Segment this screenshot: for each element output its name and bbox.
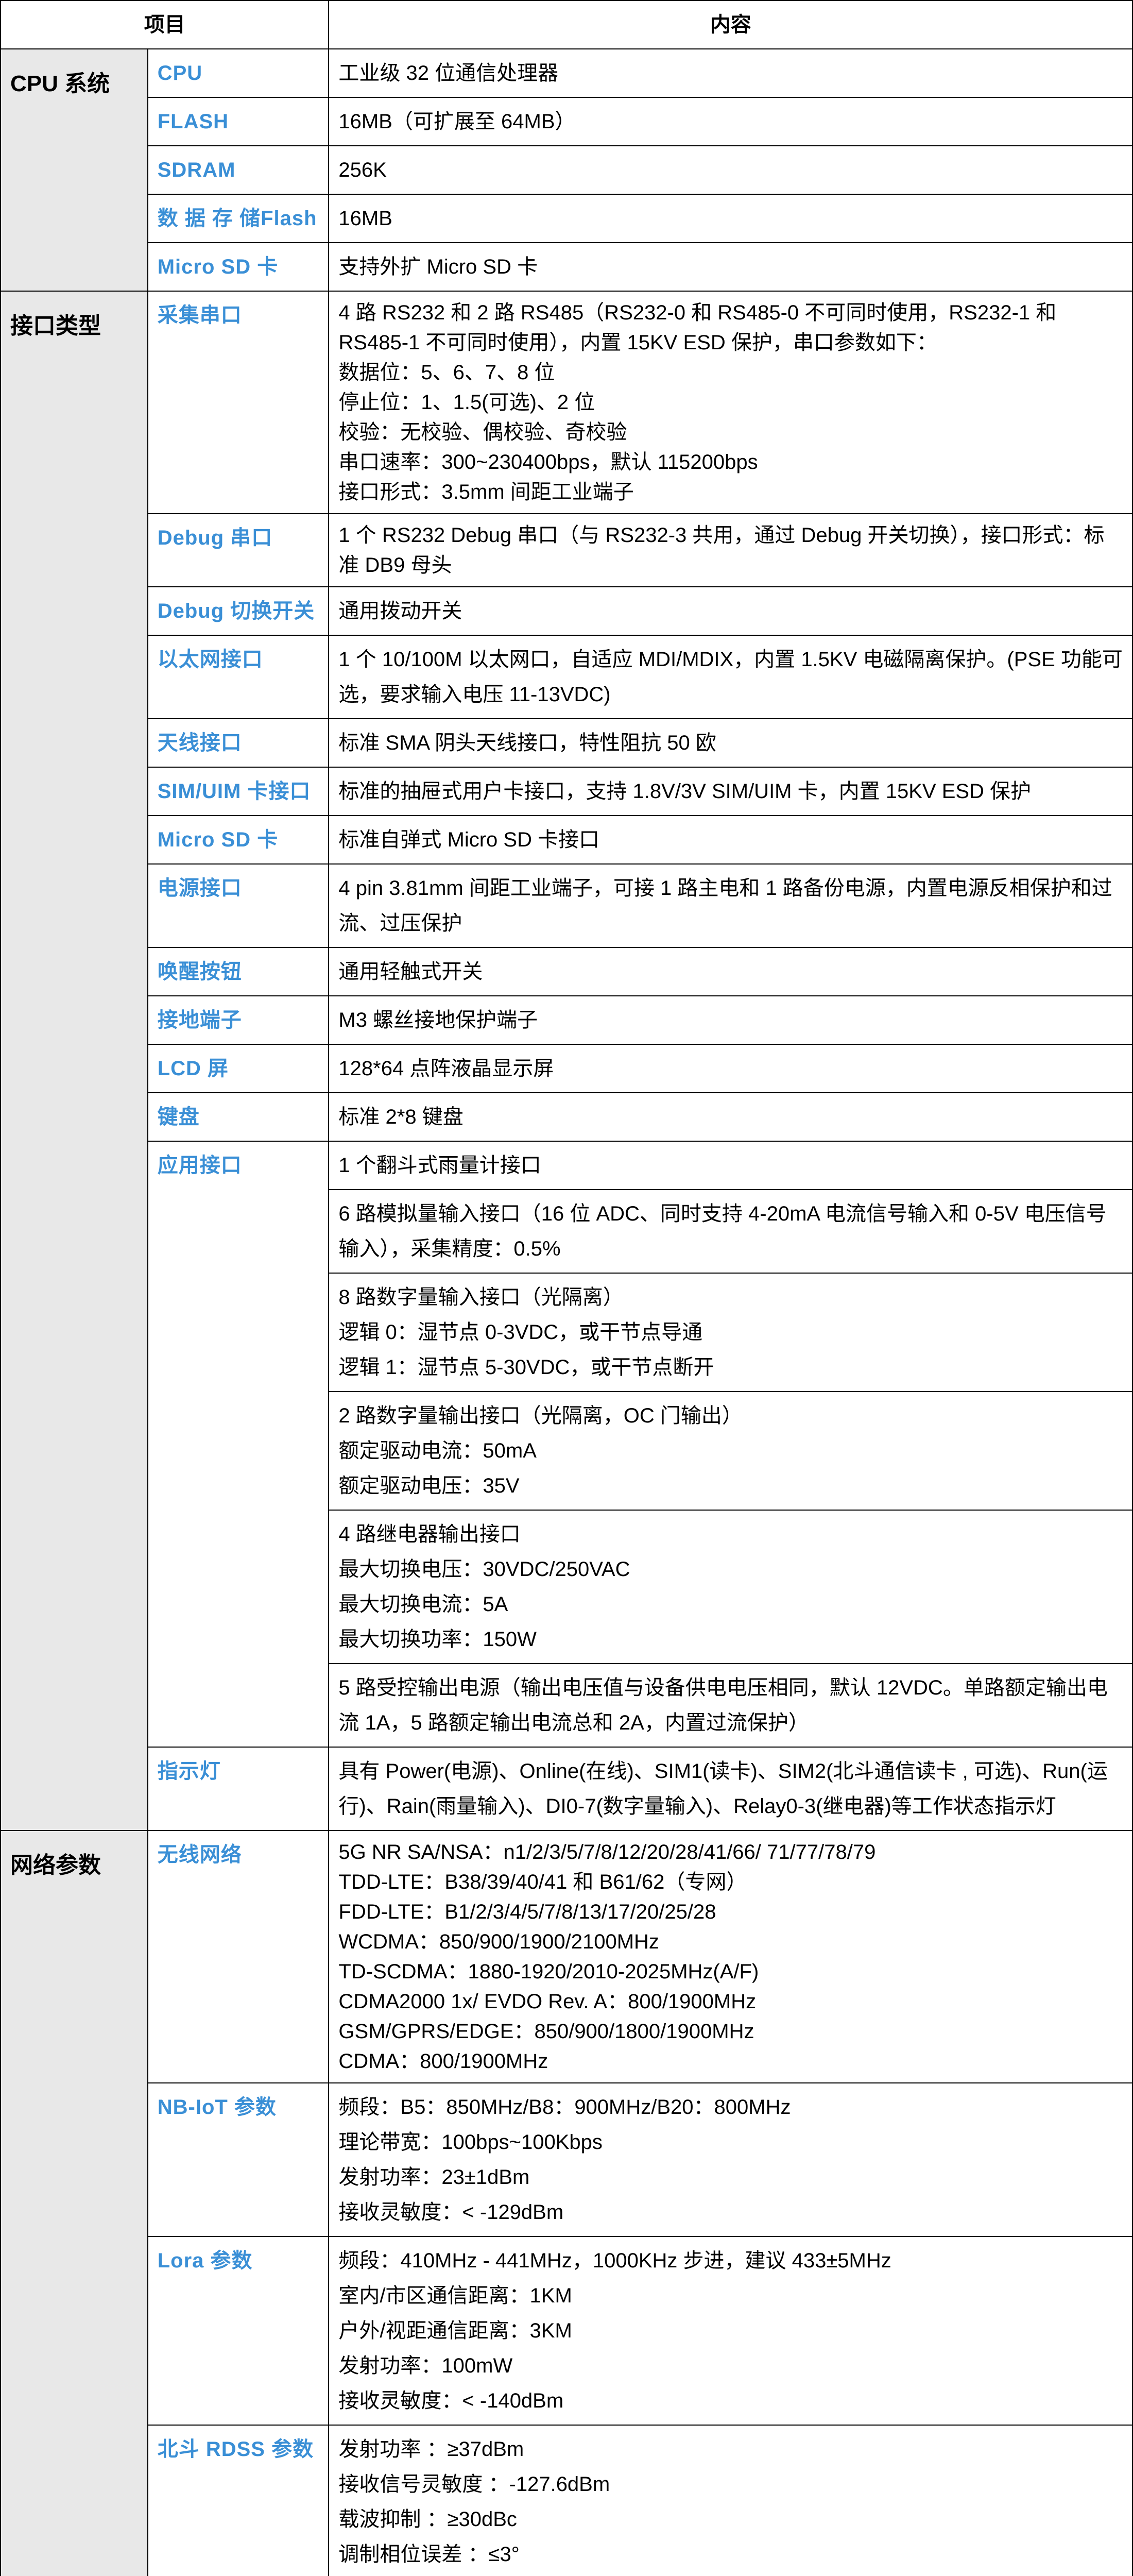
sub-cpu-3: 数 据 存 储Flash: [148, 194, 329, 243]
sub-cpu-0: CPU: [148, 49, 329, 97]
sub-nbiot: NB-IoT 参数: [148, 2083, 329, 2236]
val-ethernet: 1 个 10/100M 以太网口，自适应 MDI/MDIX，内置 1.5KV 电…: [329, 635, 1132, 719]
sub-sim: SIM/UIM 卡接口: [148, 767, 329, 816]
val-microsd: 标准自弹式 Micro SD 卡接口: [329, 816, 1132, 864]
sub-beidou: 北斗 RDSS 参数: [148, 2425, 329, 2576]
val-cpu-1: 16MB（可扩展至 64MB）: [329, 97, 1132, 146]
sub-ethernet: 以太网接口: [148, 635, 329, 719]
header-content: 内容: [329, 1, 1132, 49]
val-ground: M3 螺丝接地保护端子: [329, 996, 1132, 1044]
header-row: 项目 内容: [1, 1, 1132, 49]
val-cpu-2: 256K: [329, 146, 1132, 194]
sub-wake: 唤醒按钮: [148, 947, 329, 996]
val-cpu-3: 16MB: [329, 194, 1132, 243]
val-app-2: 6 路模拟量输入接口（16 位 ADC、同时支持 4-20mA 电流信号输入和 …: [329, 1190, 1132, 1273]
val-app-6: 5 路受控输出电源（输出电压值与设备供电电压相同，默认 12VDC。单路额定输出…: [329, 1664, 1132, 1747]
val-power-port: 4 pin 3.81mm 间距工业端子，可接 1 路主电和 1 路备份电源，内置…: [329, 864, 1132, 947]
val-app-5: 4 路继电器输出接口最大切换电压：30VDC/250VAC最大切换电流：5A最大…: [329, 1510, 1132, 1664]
val-debug-serial: 1 个 RS232 Debug 串口（与 RS232-3 共用，通过 Debug…: [329, 514, 1132, 587]
sub-ground: 接地端子: [148, 996, 329, 1044]
val-led: 具有 Power(电源)、Online(在线)、SIM1(读卡)、SIM2(北斗…: [329, 1747, 1132, 1831]
sub-lora: Lora 参数: [148, 2236, 329, 2425]
val-beidou: 发射功率 ：≥37dBm接收信号灵敏度 ：-127.6dBm载波抑制 ：≥30d…: [329, 2425, 1132, 2576]
sub-keyboard: 键盘: [148, 1093, 329, 1141]
cat-interface: 接口类型: [1, 291, 148, 1831]
sub-cpu-2: SDRAM: [148, 146, 329, 194]
val-lora: 频段：410MHz - 441MHz，1000KHz 步进，建议 433±5MH…: [329, 2236, 1132, 2425]
sub-lcd: LCD 屏: [148, 1044, 329, 1093]
val-app-4: 2 路数字量输出接口（光隔离，OC 门输出）额定驱动电流：50mA额定驱动电压：…: [329, 1392, 1132, 1510]
sub-antenna: 天线接口: [148, 719, 329, 767]
val-nbiot: 频段：B5：850MHz/B8：900MHz/B20：800MHz理论带宽：10…: [329, 2083, 1132, 2236]
val-debug-switch: 通用拨动开关: [329, 587, 1132, 635]
val-wake: 通用轻触式开关: [329, 947, 1132, 996]
val-app-1: 1 个翻斗式雨量计接口: [329, 1141, 1132, 1190]
val-sim: 标准的抽屉式用户卡接口，支持 1.8V/3V SIM/UIM 卡，内置 15KV…: [329, 767, 1132, 816]
val-cpu-4: 支持外扩 Micro SD 卡: [329, 243, 1132, 291]
sub-debug-switch: Debug 切换开关: [148, 587, 329, 635]
header-project: 项目: [1, 1, 329, 49]
cat-cpu: CPU 系统: [1, 49, 148, 291]
cat-network: 网络参数: [1, 1831, 148, 2576]
sub-led: 指示灯: [148, 1747, 329, 1831]
val-cpu-0: 工业级 32 位通信处理器: [329, 49, 1132, 97]
sub-wireless: 无线网络: [148, 1831, 329, 2083]
val-collect-serial: 4 路 RS232 和 2 路 RS485（RS232-0 和 RS485-0 …: [329, 291, 1132, 514]
val-app-3: 8 路数字量输入接口（光隔离）逻辑 0：湿节点 0-3VDC，或干节点导通逻辑 …: [329, 1273, 1132, 1392]
sub-collect-serial: 采集串口: [148, 291, 329, 514]
sub-microsd: Micro SD 卡: [148, 816, 329, 864]
val-keyboard: 标准 2*8 键盘: [329, 1093, 1132, 1141]
val-lcd: 128*64 点阵液晶显示屏: [329, 1044, 1132, 1093]
val-antenna: 标准 SMA 阴头天线接口，特性阻抗 50 欧: [329, 719, 1132, 767]
sub-cpu-4: Micro SD 卡: [148, 243, 329, 291]
spec-table: 项目 内容 CPU 系统 CPU 工业级 32 位通信处理器 FLASH 16M…: [0, 0, 1133, 2576]
sub-cpu-1: FLASH: [148, 97, 329, 146]
sub-debug-serial: Debug 串口: [148, 514, 329, 587]
val-wireless: 5G NR SA/NSA：n1/2/3/5/7/8/12/20/28/41/66…: [329, 1831, 1132, 2083]
sub-app: 应用接口: [148, 1141, 329, 1747]
sub-power-port: 电源接口: [148, 864, 329, 947]
